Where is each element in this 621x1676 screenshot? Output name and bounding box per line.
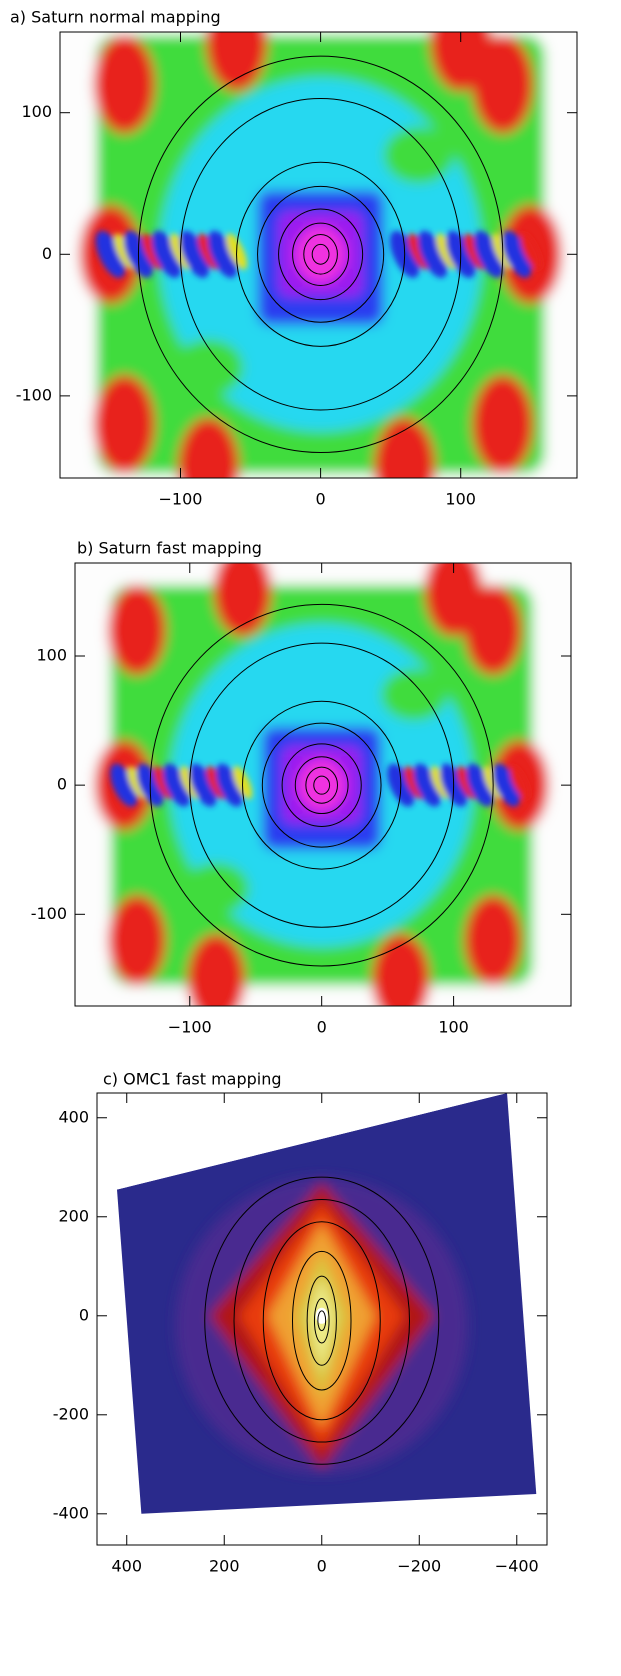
ring-blue — [95, 230, 126, 278]
ring-blue — [179, 230, 210, 278]
x-tick-label: 100 — [438, 1018, 469, 1037]
contour — [313, 1297, 330, 1344]
contour — [137, 55, 504, 454]
map-image — [175, 1177, 469, 1475]
x-tick-label: 0 — [317, 1557, 327, 1576]
map-red — [187, 933, 246, 1006]
map-red — [177, 417, 240, 478]
y-tick-label: -200 — [53, 1404, 89, 1423]
x-tick-label: 100 — [445, 490, 476, 509]
contour — [261, 722, 382, 848]
map-red — [93, 34, 156, 134]
contour — [306, 1275, 337, 1366]
map-red — [371, 933, 430, 1006]
contour — [204, 1176, 440, 1465]
ring-red — [509, 765, 530, 800]
map-image — [60, 32, 577, 478]
scan-edge — [116, 1093, 508, 1190]
contour — [292, 1250, 352, 1391]
map-green-in — [381, 668, 447, 721]
y-tick-label: -400 — [53, 1503, 89, 1522]
ring-blue — [215, 763, 244, 807]
contour — [317, 1310, 327, 1332]
panel-title: c) OMC1 fast mapping — [103, 1070, 282, 1089]
panel: b) Saturn fast mapping −100 0 100 -100 0 100 — [31, 539, 572, 1037]
map — [60, 32, 577, 478]
y-tick-label: -100 — [31, 904, 67, 923]
x-tick-label: −400 — [495, 1557, 539, 1576]
contour — [149, 603, 494, 967]
ring-blue — [151, 230, 182, 278]
frame — [74, 562, 572, 1007]
x-tick-label: −100 — [159, 490, 203, 509]
x-tick-label: 0 — [316, 490, 326, 509]
map-red — [93, 374, 156, 474]
ring-blue — [162, 763, 191, 807]
contour — [179, 98, 462, 411]
ring-blue — [110, 763, 138, 807]
y-tick-label: 400 — [58, 1107, 89, 1126]
y-tick-label: 0 — [42, 244, 52, 263]
ring-blue — [207, 230, 238, 278]
map-red — [373, 417, 436, 478]
ring-blue — [492, 763, 521, 807]
map-green-in — [173, 339, 244, 396]
contour — [236, 161, 406, 347]
map-red — [424, 563, 483, 637]
y-tick-label: -100 — [16, 385, 52, 404]
contour — [189, 642, 455, 928]
map-magenta — [295, 225, 346, 283]
y-tick-label: 100 — [36, 645, 67, 664]
contour — [242, 700, 402, 870]
contour — [281, 743, 362, 827]
x-tick-label: −100 — [168, 1018, 212, 1037]
frame — [59, 31, 578, 479]
contour — [294, 756, 349, 815]
y-tick-label: 100 — [21, 102, 52, 121]
map — [116, 1093, 537, 1514]
map-light — [309, 1276, 334, 1376]
ring-red — [520, 233, 542, 270]
y-tick-label: 0 — [57, 775, 67, 794]
ring-blue — [501, 230, 532, 278]
ring-blue — [473, 230, 504, 278]
contour — [257, 185, 385, 323]
map-red — [205, 32, 268, 92]
contour — [305, 766, 339, 804]
contour — [278, 208, 364, 301]
panel: a) Saturn normal mapping −100 0 100 -100 0 100 — [10, 8, 578, 509]
map-green-in — [383, 126, 454, 184]
ring-blue — [417, 230, 448, 278]
panel-title: a) Saturn normal mapping — [10, 8, 221, 27]
map-magenta — [297, 759, 346, 811]
map-red — [213, 563, 272, 637]
y-tick-label: 200 — [58, 1206, 89, 1225]
ring-blue — [413, 763, 441, 807]
map — [75, 563, 571, 1006]
x-tick-label: −200 — [397, 1557, 441, 1576]
ring-blue — [466, 763, 494, 807]
map-red — [464, 894, 523, 986]
map-red — [471, 374, 534, 474]
x-tick-label: 400 — [111, 1557, 142, 1576]
x-tick-label: 0 — [317, 1018, 327, 1037]
x-tick-label: 200 — [209, 1557, 240, 1576]
map-red — [107, 584, 167, 676]
panel: c) OMC1 fast mapping 400 200 0 −200 −400 -400 -… — [53, 1070, 548, 1576]
panel-title: b) Saturn fast mapping — [77, 539, 262, 558]
contour — [311, 243, 330, 265]
contour — [292, 222, 350, 286]
map-peak — [315, 1307, 328, 1324]
contour — [262, 1221, 381, 1421]
map-red — [429, 32, 492, 92]
map-red — [107, 894, 167, 986]
y-tick-label: 0 — [79, 1305, 89, 1324]
ring-blue — [189, 763, 217, 807]
contour — [303, 233, 338, 275]
map-green-in — [183, 862, 250, 915]
contour — [233, 1198, 411, 1443]
contour — [313, 775, 331, 795]
